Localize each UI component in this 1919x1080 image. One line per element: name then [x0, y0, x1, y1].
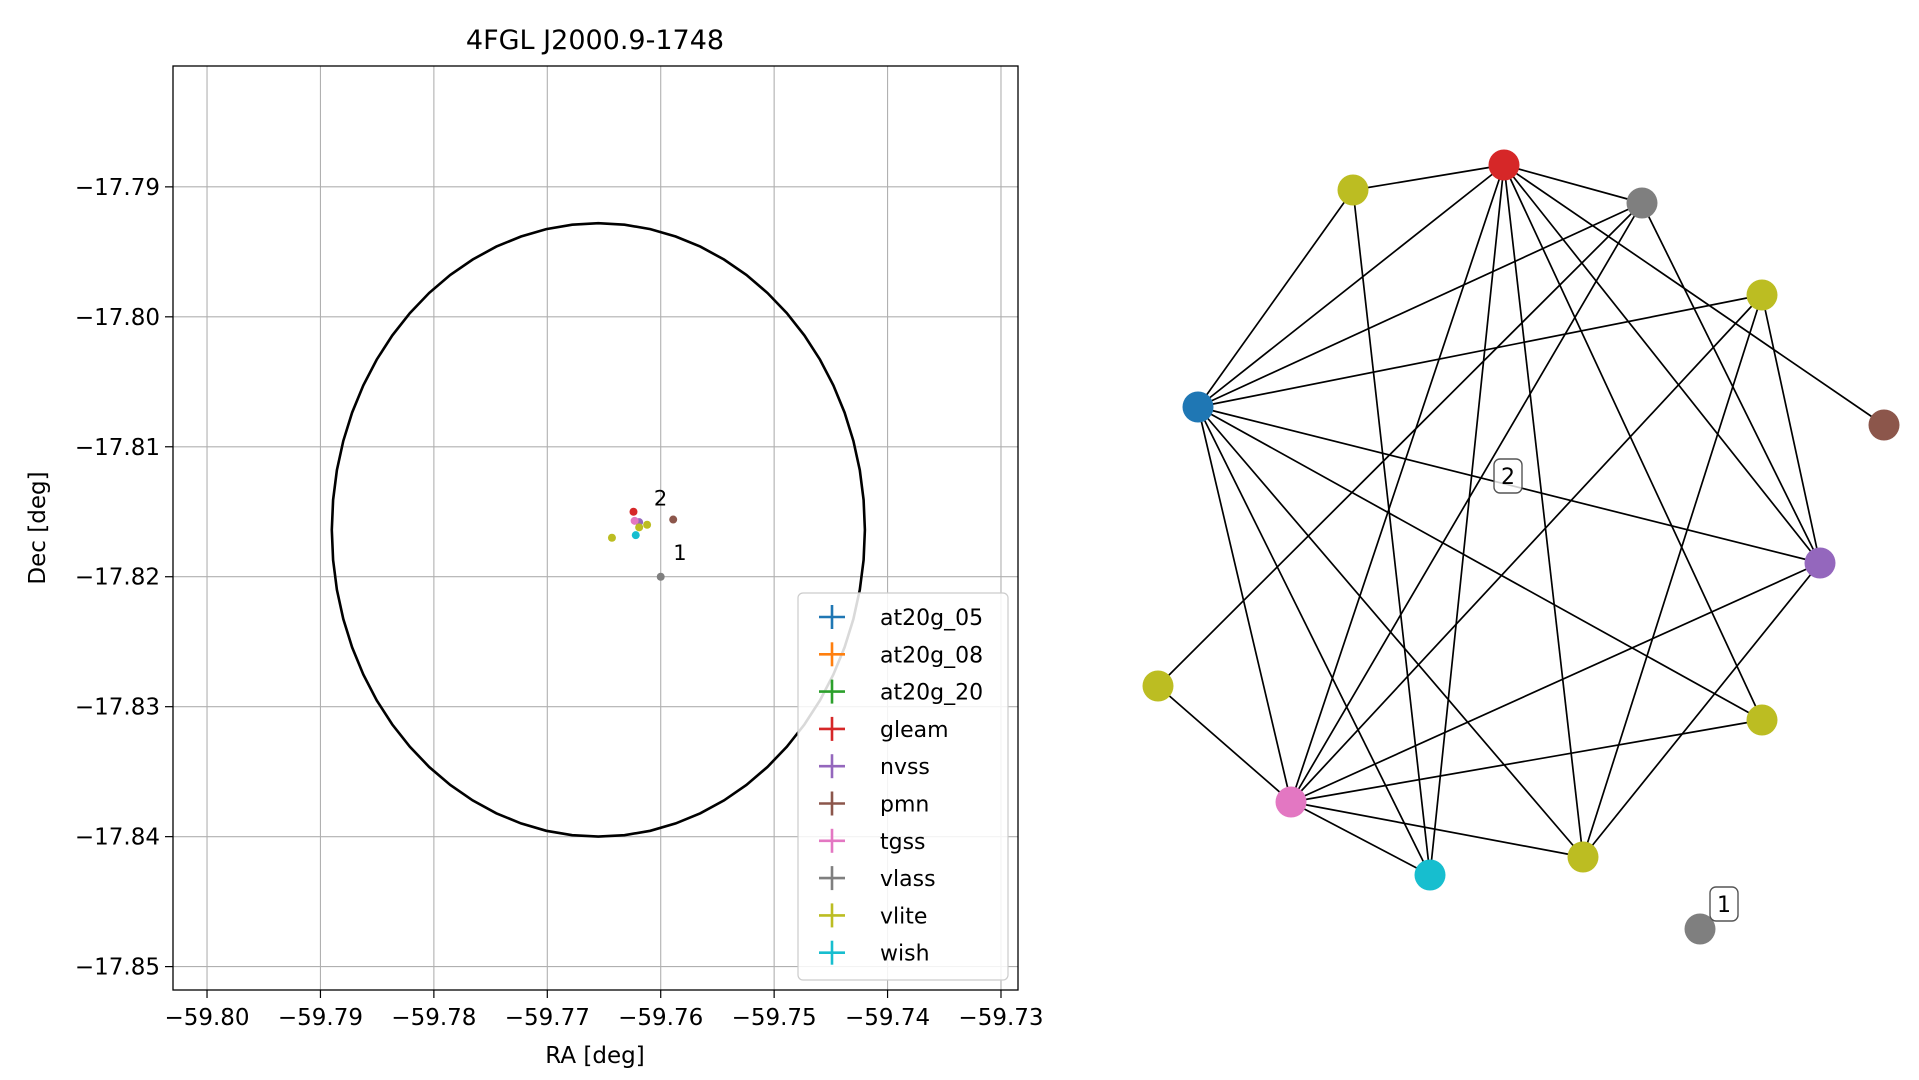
edge-n6-n9	[1290, 562, 1821, 803]
edge-n2-n6	[1641, 202, 1821, 564]
legend-label-gleam: gleam	[880, 718, 949, 743]
network-label-1: 1	[1717, 893, 1731, 918]
node-n7	[1746, 704, 1778, 736]
annotation-layer: 21	[654, 486, 687, 565]
point-gleam	[629, 507, 638, 516]
node-n8	[1142, 670, 1174, 702]
edge-n0-n1	[1352, 164, 1505, 191]
point-vlite	[607, 533, 616, 542]
legend-label-tgss: tgss	[880, 830, 926, 855]
edge-n3-n6	[1761, 294, 1821, 564]
x-tick-label: −59.80	[164, 1005, 249, 1031]
legend-box	[797, 592, 1009, 981]
error-ellipse	[330, 221, 867, 838]
edge-n1-n11	[1503, 164, 1584, 858]
y-tick-label: −17.85	[75, 955, 160, 981]
y-tick-label: −17.80	[75, 305, 160, 331]
edge-n8-n2	[1157, 202, 1643, 687]
legend-label-vlite: vlite	[880, 904, 927, 929]
network-panel: 21	[1142, 149, 1900, 945]
node-n3	[1746, 279, 1778, 311]
edge-n8-n9	[1157, 685, 1292, 803]
edge-n6-n11	[1582, 562, 1821, 858]
x-axis-ticks: −59.80 −59.79 −59.78 −59.77 −59.76 −59.75 −59.…	[164, 990, 1044, 1031]
edge-n1-n10	[1429, 164, 1505, 876]
network-label-2: 2	[1501, 465, 1515, 490]
edge-n4-n9	[1197, 406, 1292, 803]
legend-label-vlass: vlass	[880, 867, 936, 892]
x-tick-label: −59.73	[958, 1005, 1043, 1031]
network-label-box-2	[1493, 458, 1523, 494]
nodes-layer	[1142, 149, 1900, 945]
point-vlite	[643, 520, 652, 529]
edge-n0-n10	[1352, 189, 1431, 876]
x-tick-label: −59.77	[505, 1005, 590, 1031]
legend-label-at20g_20: at20g_20	[880, 681, 983, 706]
points-layer	[607, 507, 678, 581]
legend-label-pmn: pmn	[880, 793, 929, 818]
x-tick-label: −59.74	[845, 1005, 930, 1031]
point-vlite	[635, 523, 644, 532]
point-pmn	[669, 515, 678, 524]
y-tick-label: −17.82	[75, 565, 160, 591]
edge-n1-n2	[1503, 164, 1643, 204]
ellipse-layer	[330, 221, 867, 838]
node-n11	[1567, 841, 1599, 873]
edge-n1-n6	[1503, 164, 1821, 564]
edge-n2-n4	[1197, 202, 1643, 408]
point-wish	[631, 531, 640, 540]
x-tick-label: −59.76	[618, 1005, 703, 1031]
edge-n7-n9	[1290, 719, 1763, 803]
node-n1	[1488, 149, 1520, 181]
edge-n3-n4	[1197, 294, 1763, 408]
scatter-panel: 21 −59.80 −59.79 −59.78 −59.77 −59.76 −59.75−…	[25, 25, 1044, 1069]
point-vlass	[656, 572, 665, 581]
y-tick-label: −17.81	[75, 435, 160, 461]
edge-n3-n9	[1290, 294, 1763, 803]
node-n10	[1414, 859, 1446, 891]
edge-n1-n7	[1503, 164, 1763, 721]
x-tick-label: −59.78	[391, 1005, 476, 1031]
network-labels: 21	[1493, 458, 1739, 922]
legend-label-wish: wish	[880, 942, 930, 967]
legend-label-nvss: nvss	[880, 755, 930, 780]
legend-label-at20g_08: at20g_08	[880, 643, 983, 668]
edge-n4-n7	[1197, 406, 1763, 721]
edge-n4-n10	[1197, 406, 1431, 876]
annotation-2: 2	[654, 486, 667, 510]
y-tick-label: −17.79	[75, 175, 160, 201]
x-axis-label: RA [deg]	[545, 1043, 644, 1069]
x-tick-label: −59.75	[732, 1005, 817, 1031]
y-axis-label: Dec [deg]	[25, 471, 51, 584]
edge-n3-n11	[1582, 294, 1763, 858]
annotation-1: 1	[673, 541, 686, 565]
point-tgss	[630, 516, 639, 525]
edge-n0-n4	[1197, 189, 1354, 408]
edge-n9-n11	[1290, 801, 1584, 858]
node-n5	[1868, 409, 1900, 441]
x-tick-label: −59.79	[278, 1005, 363, 1031]
node-n4	[1182, 391, 1214, 423]
edge-n4-n11	[1197, 406, 1584, 858]
node-n12	[1684, 913, 1716, 945]
legend-label-at20g_05: at20g_05	[880, 606, 983, 631]
edges-layer	[1157, 164, 1885, 876]
edge-n9-n10	[1290, 801, 1431, 876]
edge-n1-n5	[1503, 164, 1885, 426]
y-tick-label: −17.83	[75, 695, 160, 721]
node-n9	[1275, 786, 1307, 818]
node-n6	[1804, 547, 1836, 579]
network-label-box-1	[1709, 886, 1739, 922]
plot-frame	[172, 65, 1019, 991]
edge-n1-n9	[1290, 164, 1505, 803]
node-n2	[1626, 187, 1658, 219]
edge-n2-n9	[1290, 202, 1643, 803]
edge-n1-n4	[1197, 164, 1505, 408]
y-axis-ticks: −17.79 −17.80 −17.81 −17.82 −17.83 −17.84 −17.…	[75, 175, 173, 981]
chart-title: 4FGL J2000.9-1748	[466, 25, 724, 56]
y-tick-label: −17.84	[75, 825, 160, 851]
node-n0	[1337, 174, 1369, 206]
